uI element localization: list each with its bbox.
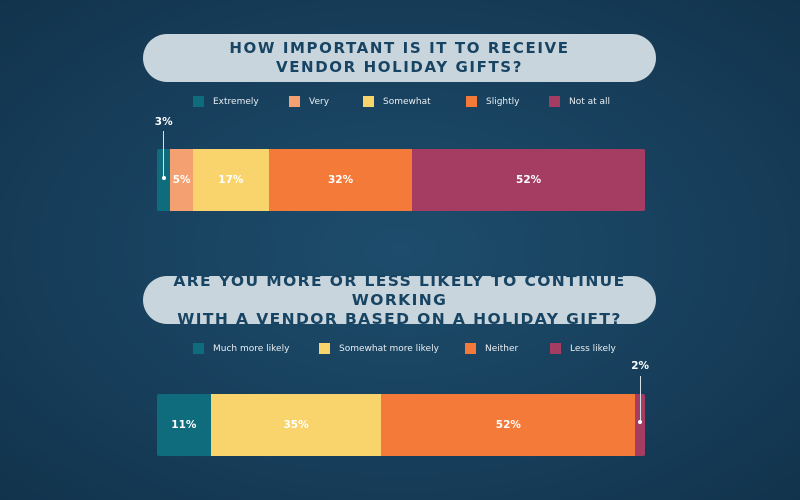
chart-title-pill: HOW IMPORTANT IS IT TO RECEIVE VENDOR HO… xyxy=(143,34,656,82)
bar-segment-extremely xyxy=(157,149,171,211)
callout-leader-line xyxy=(639,376,641,422)
stacked-bar: 11% 35% 52% xyxy=(157,394,645,456)
data-label: 17% xyxy=(218,174,244,186)
data-label: 35% xyxy=(283,419,309,431)
legend-item-neither: Neither xyxy=(465,343,518,354)
callout-dot xyxy=(638,420,643,424)
legend-swatch xyxy=(549,96,560,107)
bar-segment-somewhat: 17% xyxy=(192,149,269,211)
data-label: 52% xyxy=(516,174,542,186)
bar-segment-much-more-likely: 11% xyxy=(157,394,211,456)
chart-legend: Much more likely Somewhat more likely Neit… xyxy=(0,343,800,359)
legend-swatch xyxy=(466,96,477,107)
data-label: 5% xyxy=(172,174,191,186)
legend-label: Slightly xyxy=(486,96,520,107)
legend-swatch xyxy=(193,96,204,107)
legend-swatch xyxy=(550,343,561,354)
legend-item-not-at-all: Not at all xyxy=(549,96,610,107)
callout-leader-line xyxy=(163,131,165,178)
legend-swatch xyxy=(289,96,300,107)
callout-data-label: 3% xyxy=(154,116,173,128)
callout-data-label: 2% xyxy=(631,360,650,372)
legend-item-somewhat-more-likely: Somewhat more likely xyxy=(319,343,439,354)
legend-label: Less likely xyxy=(570,343,616,354)
legend-label: Not at all xyxy=(569,96,611,107)
legend-label: Somewhat more likely xyxy=(339,343,439,354)
chart-legend: Extremely Very Somewhat Slightly Not at all xyxy=(0,96,800,112)
data-label: 11% xyxy=(171,419,197,431)
legend-label: Much more likely xyxy=(213,343,290,354)
legend-swatch xyxy=(319,343,330,354)
callout-dot xyxy=(161,176,166,180)
legend-label: Somewhat xyxy=(383,96,431,107)
legend-swatch xyxy=(465,343,476,354)
legend-label: Extremely xyxy=(213,96,259,107)
chart-title-line-1: HOW IMPORTANT IS IT TO RECEIVE xyxy=(229,39,570,57)
legend-label: Very xyxy=(309,96,330,107)
data-label: 32% xyxy=(327,174,354,186)
chart-title-line-1: ARE YOU MORE OR LESS LIKELY TO CONTINUE … xyxy=(173,271,626,309)
data-label: 52% xyxy=(495,419,521,431)
legend-item-much-more-likely: Much more likely xyxy=(193,343,289,354)
chart-panel-importance: HOW IMPORTANT IS IT TO RECEIVE VENDOR HO… xyxy=(0,0,800,240)
bar-segment-neither: 52% xyxy=(381,394,636,456)
legend-label: Neither xyxy=(485,343,519,354)
legend-item-slightly: Slightly xyxy=(466,96,520,107)
chart-title-pill: ARE YOU MORE OR LESS LIKELY TO CONTINUE … xyxy=(143,272,656,328)
legend-item-less-likely: Less likely xyxy=(550,343,616,354)
legend-item-extremely: Extremely xyxy=(193,96,259,107)
chart-title-line-2: VENDOR HOLIDAY GIFTS? xyxy=(275,58,523,76)
chart-panel-likelihood: ARE YOU MORE OR LESS LIKELY TO CONTINUE … xyxy=(0,270,800,500)
bar-segment-slightly: 32% xyxy=(268,149,413,211)
legend-swatch xyxy=(363,96,374,107)
stacked-bar: 5% 17% 32% 52% xyxy=(157,149,645,211)
legend-item-very: Very xyxy=(289,96,329,107)
bar-segment-less-likely xyxy=(635,394,645,456)
bar-segment-very: 5% xyxy=(170,149,193,211)
bar-segment-not-at-all: 52% xyxy=(412,149,645,211)
bar-segment-somewhat-more-likely: 35% xyxy=(210,394,382,456)
chart-title-line-2: WITH A VENDOR BASED ON A HOLIDAY GIFT? xyxy=(177,309,622,328)
legend-swatch xyxy=(193,343,204,354)
legend-item-somewhat: Somewhat xyxy=(363,96,431,107)
